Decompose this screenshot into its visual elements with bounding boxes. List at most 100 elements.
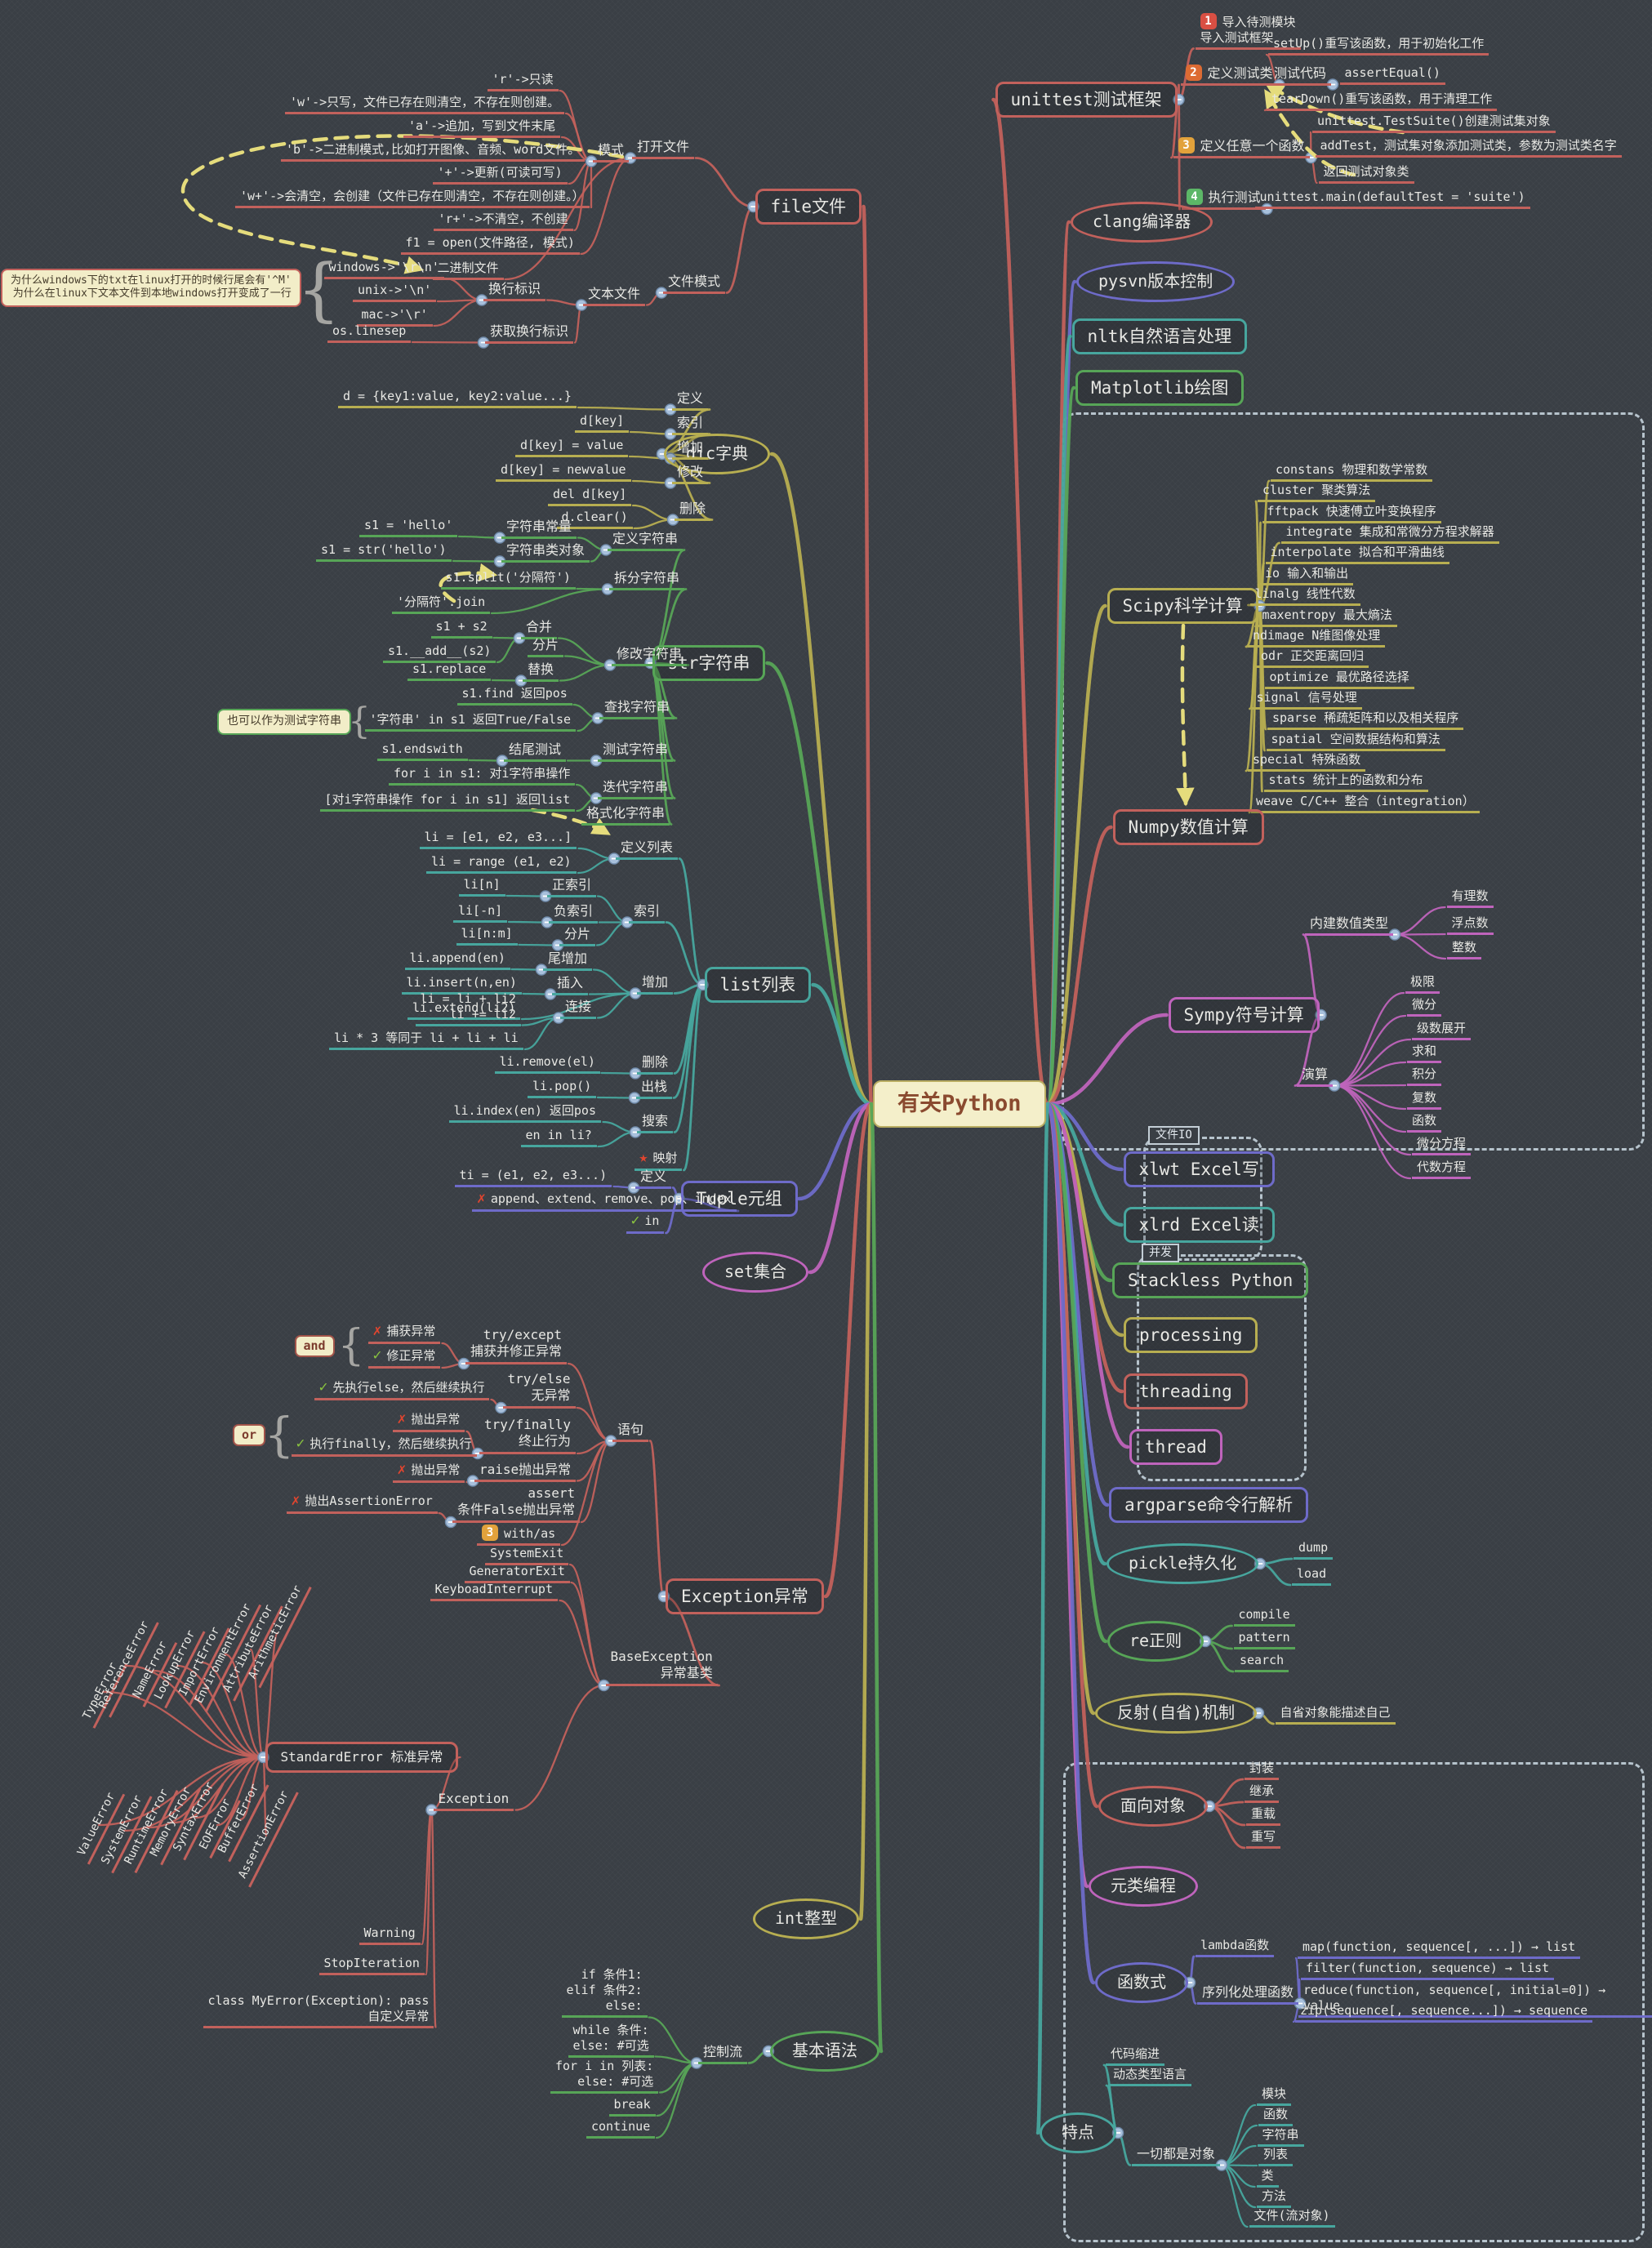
node-ut-teardown[interactable]: tearDown()重写该函数，用于清理工作 — [1267, 91, 1498, 112]
node-str-iterate[interactable]: 迭代字符串 — [598, 779, 674, 799]
node-chip-or[interactable]: or — [233, 1423, 266, 1446]
node-str-const-code[interactable]: s1 = 'hello' — [359, 518, 458, 538]
node-sympy[interactable]: Sympy符号计算 — [1168, 996, 1320, 1034]
node-str-find-code[interactable]: s1.find 返回pos — [456, 686, 572, 706]
node-binary-file[interactable]: 二进制文件 — [432, 260, 504, 281]
node-ob-module[interactable]: 模块 — [1257, 2086, 1292, 2107]
node-mode-a[interactable]: 'a'->追加，写到文件末尾 — [403, 118, 561, 139]
node-re-search[interactable]: search — [1235, 1653, 1289, 1673]
node-raise-stmt[interactable]: raise抛出异常 — [474, 1462, 577, 1482]
node-oop[interactable]: 面向对象 — [1098, 1786, 1208, 1827]
node-sympy-builtin[interactable]: 内建数值类型 — [1305, 915, 1394, 936]
node-ut-import[interactable]: 1 导入待测模块 导入测试框架 — [1195, 12, 1301, 50]
node-tuple-in[interactable]: ✓ in — [626, 1211, 665, 1235]
node-base-exception[interactable]: BaseException 异常基类 — [605, 1649, 718, 1686]
node-str-split[interactable]: 拆分字符串 — [609, 570, 685, 590]
node-throw-exc2[interactable]: ✗ 抛出异常 — [392, 1460, 465, 1484]
node-fn-map[interactable]: map(function, sequence[, ...]) → list — [1298, 1939, 1581, 1960]
node-exception[interactable]: Exception异常 — [666, 1578, 824, 1615]
node-ob-class[interactable]: 类 — [1256, 2168, 1279, 2188]
node-sy-rational[interactable]: 有理数 — [1446, 888, 1494, 909]
node-str-define[interactable]: 定义字符串 — [608, 531, 684, 551]
node-list[interactable]: list列表 — [704, 966, 812, 1004]
node-tuple-no-methods[interactable]: ✗ append、extend、remove、pop、index — [472, 1189, 737, 1213]
node-try-else[interactable]: try/else 无异常 — [502, 1371, 576, 1409]
node-pysvn[interactable]: pysvn版本控制 — [1076, 261, 1236, 302]
node-ut-addtest[interactable]: addTest，测试集对象添加测试类，参数为测试类名字 — [1315, 138, 1622, 158]
node-nl-unix[interactable]: unix->'\n' — [353, 283, 437, 303]
node-list-append[interactable]: 尾增加 — [543, 950, 593, 971]
node-ob-list[interactable]: 列表 — [1258, 2147, 1294, 2167]
node-open-call[interactable]: f1 = open(文件路径, 模式) — [400, 235, 580, 256]
node-str-join-code[interactable]: '分隔符'.join — [392, 594, 491, 615]
node-list-pop-code[interactable]: li.pop() — [528, 1079, 597, 1099]
node-list-insert-code[interactable]: li.insert(n,en) — [401, 975, 522, 995]
node-ob-method[interactable]: 方法 — [1257, 2188, 1292, 2209]
node-mode-w[interactable]: 'w'->只写，文件已存在则清空，不存在则创建。 — [285, 95, 565, 115]
node-sy-sum[interactable]: 求和 — [1407, 1044, 1442, 1064]
node-dict-define[interactable]: 定义 — [672, 390, 709, 411]
node-threading[interactable]: threading — [1124, 1373, 1248, 1410]
node-sc-odr[interactable]: odr 正交距离回归 — [1256, 648, 1369, 669]
collapse-toggle-dict-delete[interactable] — [666, 514, 679, 526]
node-str-concat2[interactable]: s1.__add__(s2) — [383, 643, 496, 664]
node-list-extend-code[interactable]: li.extend(li2) — [407, 1000, 521, 1021]
node-dict-def-code[interactable]: d = {key1:value, key2:value...} — [338, 389, 577, 409]
node-list-pos-code[interactable]: li[n] — [458, 877, 505, 897]
node-list-def1[interactable]: li = [e1, e2, e3...] — [419, 830, 577, 850]
node-introspect[interactable]: 自省对象能描述自己 — [1275, 1705, 1396, 1725]
node-statements[interactable]: 语句 — [612, 1422, 649, 1442]
node-sc-integrate[interactable]: integrate 集成和常微分方程求解器 — [1280, 524, 1499, 545]
node-sc-fftpack[interactable]: fftpack 快速傅立叶变换程序 — [1262, 504, 1441, 524]
node-str-concat[interactable]: 合并 — [521, 619, 558, 639]
node-mode-wplus[interactable]: 'w+'->会清空，会创建（文件已存在则清空，不存在则创建。） — [235, 189, 590, 209]
node-ut-testclass[interactable]: 2 定义测试类 — [1180, 65, 1278, 87]
node-stackless[interactable]: Stackless Python — [1112, 1262, 1309, 1299]
node-fn-filter[interactable]: filter(function, sequence) → list — [1301, 1961, 1555, 1981]
collapse-toggle-raise-stmt[interactable] — [466, 1475, 479, 1487]
node-sc-signal[interactable]: signal 信号处理 — [1251, 690, 1362, 710]
node-while-code[interactable]: while 条件: else: #可选 — [568, 2023, 654, 2058]
node-reflection[interactable]: 反射(自省)机制 — [1095, 1693, 1258, 1734]
node-str-concat1[interactable]: s1 + s2 — [430, 619, 492, 639]
node-assert-stmt[interactable]: assert 条件False抛出异常 — [452, 1485, 581, 1523]
node-fn-lambda[interactable]: lambda函数 — [1196, 1938, 1275, 1958]
node-pickle-load[interactable]: load — [1292, 1566, 1332, 1587]
node-chip-and[interactable]: and — [294, 1334, 335, 1357]
collapse-toggle-sympy-builtin[interactable] — [1388, 928, 1401, 941]
collapse-toggle-str-endswith[interactable] — [496, 755, 509, 767]
node-tuple-def-code[interactable]: ti = (e1, e2, e3...) — [454, 1168, 612, 1188]
node-int[interactable]: int整型 — [753, 1899, 860, 1939]
node-matplotlib[interactable]: Matplotlib绘图 — [1075, 369, 1245, 407]
node-ut-assert[interactable]: assertEqual() — [1339, 65, 1445, 86]
node-standard-error[interactable]: StandardError 标准异常 — [265, 1742, 459, 1774]
node-sy-complex[interactable]: 复数 — [1407, 1090, 1442, 1111]
node-re-compile[interactable]: compile — [1233, 1607, 1295, 1627]
node-text-file[interactable]: 文本文件 — [583, 286, 646, 306]
node-sy-limit[interactable]: 极限 — [1405, 974, 1440, 995]
node-list-index[interactable]: 索引 — [629, 903, 666, 924]
node-list-remove[interactable]: 删除 — [637, 1054, 674, 1075]
node-metaclass[interactable]: 元类编程 — [1089, 1866, 1198, 1907]
node-list-remove-code[interactable]: li.remove(el) — [494, 1054, 600, 1075]
node-control-flow[interactable]: 控制流 — [698, 2044, 748, 2064]
node-ob-function[interactable]: 函数 — [1258, 2107, 1294, 2127]
node-os-linesep[interactable]: os.linesep — [327, 323, 412, 344]
node-xlwt[interactable]: xlwt Excel写 — [1123, 1151, 1275, 1188]
node-list-slice[interactable]: 分片 — [559, 926, 596, 946]
node-sy-diff[interactable]: 微分 — [1407, 997, 1442, 1017]
node-fn-reduce[interactable]: reduce(function, sequence[, initial=0]) … — [1298, 1983, 1652, 2019]
node-sc-sparse[interactable]: sparse 稀疏矩阵和以及相关程序 — [1267, 710, 1464, 731]
node-oop-inheritance[interactable]: 继承 — [1245, 1783, 1280, 1804]
node-basic[interactable]: 基本语法 — [770, 2031, 879, 2072]
node-ut-suitefunc[interactable]: 3 定义任意一个函数 — [1173, 137, 1310, 159]
node-sc-cluster[interactable]: cluster 聚类算法 — [1258, 483, 1376, 503]
node-pickle-dump[interactable]: dump — [1294, 1540, 1334, 1560]
node-d-add-code[interactable]: d[key] = value — [515, 438, 629, 458]
node-sy-series[interactable]: 级数展开 — [1412, 1021, 1472, 1041]
node-list-def2[interactable]: li = range (e1, e2) — [426, 854, 577, 875]
node-nl-mac[interactable]: mac->'\r' — [356, 307, 433, 327]
node-str-endswith[interactable]: 结尾测试 — [504, 741, 567, 762]
node-sc-spatial[interactable]: spatial 空间数据结构和算法 — [1266, 732, 1445, 752]
node-list-mult-code[interactable]: li * 3 等同于 li + li + li — [329, 1031, 523, 1051]
